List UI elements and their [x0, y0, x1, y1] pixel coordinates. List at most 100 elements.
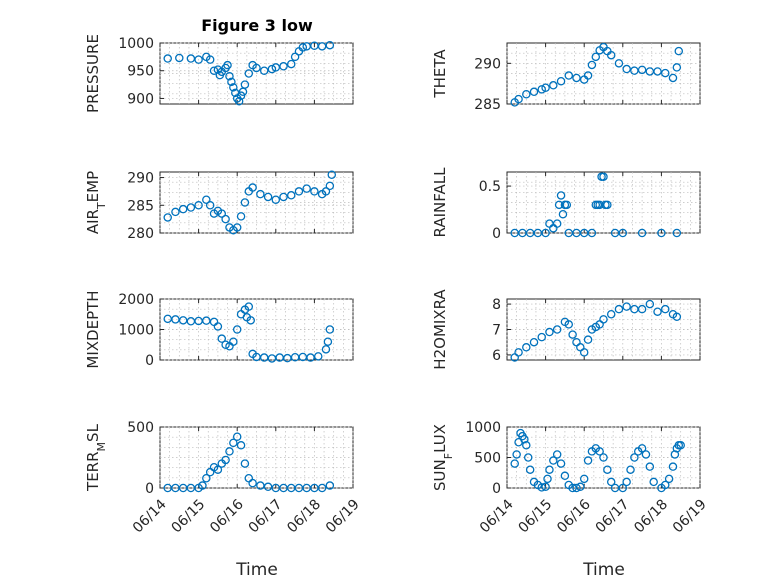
- data-point: [529, 337, 539, 347]
- data-point: [603, 200, 612, 210]
- data-point: [232, 325, 242, 334]
- data-point: [541, 228, 550, 238]
- data-point: [560, 471, 570, 481]
- data-point: [543, 474, 552, 484]
- data-point: [234, 96, 244, 106]
- data-point: [618, 483, 628, 493]
- data-point: [321, 187, 331, 196]
- x-axis-label-right: Time: [582, 560, 625, 580]
- data-point: [674, 46, 684, 56]
- data-point: [579, 348, 589, 357]
- data-point: [221, 340, 230, 349]
- data-point: [618, 228, 628, 238]
- data-point: [556, 459, 566, 468]
- data-point: [664, 474, 674, 484]
- y-tick-label: 0: [492, 226, 501, 242]
- grid: [159, 172, 354, 234]
- data-point: [583, 456, 593, 465]
- data-markers: [163, 40, 335, 106]
- data-point: [568, 483, 577, 493]
- data-point: [310, 187, 319, 196]
- data-point: [583, 71, 593, 80]
- data-point: [248, 183, 257, 192]
- data-point: [240, 80, 250, 89]
- data-point: [263, 482, 273, 492]
- data-point: [541, 83, 550, 92]
- data-point: [202, 316, 211, 325]
- data-point: [323, 337, 333, 346]
- y-tick-label: 900: [127, 91, 154, 107]
- data-markers: [163, 432, 335, 493]
- data-point: [244, 69, 254, 78]
- data-point: [317, 483, 327, 493]
- data-point: [661, 480, 670, 490]
- data-point: [163, 213, 172, 222]
- data-point: [545, 465, 554, 474]
- data-point: [317, 42, 327, 51]
- data-point: [232, 432, 242, 442]
- data-point: [537, 483, 546, 492]
- data-point: [637, 444, 647, 453]
- data-point: [556, 76, 566, 86]
- y-axis-label: THETA: [431, 49, 449, 99]
- data-point: [236, 441, 246, 450]
- y-tick-label: 1000: [118, 323, 154, 339]
- data-point: [545, 327, 554, 337]
- data-point: [225, 447, 234, 456]
- data-point: [537, 85, 546, 94]
- y-tick-label: 2000: [118, 292, 154, 308]
- data-point: [657, 228, 666, 238]
- data-point: [568, 330, 577, 339]
- data-point: [564, 320, 574, 329]
- data-point: [537, 332, 546, 342]
- data-point: [271, 63, 281, 72]
- data-point: [622, 302, 631, 311]
- y-tick-label: 0.5: [479, 179, 501, 195]
- subplot-6: 6 7 8 H2OMIXRA: [431, 289, 701, 370]
- data-point: [549, 456, 558, 465]
- y-axis-label: RAINFALL: [431, 167, 449, 238]
- data-point: [522, 343, 531, 352]
- subplot-3: 280 285 290 AIRTEMP: [84, 170, 354, 242]
- data-point: [259, 66, 269, 75]
- data-point: [202, 473, 211, 483]
- data-point: [302, 184, 311, 193]
- data-point: [171, 207, 180, 217]
- grid: [159, 42, 354, 104]
- data-point: [676, 441, 685, 450]
- data-point: [668, 462, 678, 471]
- x-axis-label-left: Time: [235, 560, 278, 580]
- data-markers: [510, 172, 682, 238]
- grid: [159, 426, 354, 489]
- grid: [159, 298, 354, 361]
- data-point: [522, 89, 531, 99]
- y-tick-label: 1000: [465, 420, 501, 436]
- data-point: [653, 307, 662, 316]
- data-point: [327, 170, 337, 180]
- data-point: [522, 441, 531, 450]
- data-point: [641, 450, 651, 459]
- data-point: [579, 474, 589, 484]
- data-point: [240, 198, 250, 207]
- subplot-4: 0 0.5 RAINFALL: [431, 167, 701, 242]
- y-tick-label: 0: [492, 481, 501, 497]
- data-point: [552, 325, 562, 334]
- y-tick-label: 285: [474, 97, 501, 113]
- grid: [506, 172, 701, 234]
- grid: [506, 43, 701, 105]
- y-axis-label: SUNFLUX: [431, 424, 455, 491]
- data-point: [236, 212, 246, 221]
- data-point: [672, 312, 682, 322]
- data-point: [599, 453, 608, 462]
- y-axis-label: AIRTEMP: [84, 171, 108, 234]
- data-point: [562, 200, 572, 210]
- data-point: [645, 462, 655, 471]
- data-point: [306, 353, 315, 362]
- data-point: [202, 195, 211, 204]
- data-markers: [510, 42, 684, 107]
- data-point: [599, 315, 608, 324]
- y-tick-label: 0: [145, 481, 154, 497]
- data-point: [217, 334, 227, 343]
- data-point: [256, 189, 265, 199]
- y-tick-label: 290: [127, 171, 154, 187]
